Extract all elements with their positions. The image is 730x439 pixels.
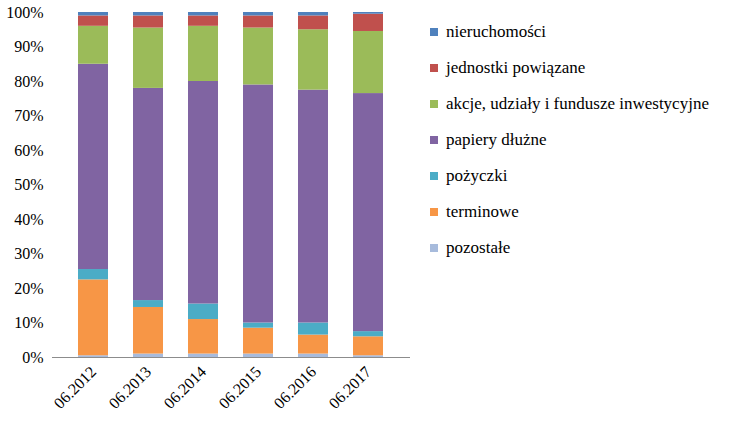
html-text:akcje, udziały i fundusze inwe: akcje, udziały i fundusze inwestycyjne (446, 94, 709, 113)
svg-text:70%: 70% (14, 107, 43, 124)
html-text:pozostałe: pozostałe (446, 238, 511, 257)
html-text:jednostki powiązane: jednostki powiązane (446, 58, 586, 77)
svg-text:06.2014: 06.2014 (160, 363, 209, 412)
svg-text:06.2013: 06.2013 (105, 363, 154, 412)
svg-text:100%: 100% (6, 4, 43, 21)
svg-text:30%: 30% (14, 245, 43, 262)
svg-text:0%: 0% (22, 349, 43, 366)
html-text:pożyczki: pożyczki (446, 166, 508, 185)
svg-text:06.2017: 06.2017 (325, 363, 374, 412)
svg-text:50%: 50% (14, 176, 43, 193)
svg-text:10%: 10% (14, 314, 43, 331)
svg-text:06.2016: 06.2016 (270, 363, 319, 412)
html-text:terminowe: terminowe (446, 202, 519, 221)
svg-text:40%: 40% (14, 211, 43, 228)
svg-text:06.2012: 06.2012 (50, 363, 99, 412)
html-text:nieruchomości: nieruchomości (446, 22, 547, 41)
html-text:papiery dłużne: papiery dłużne (446, 130, 547, 149)
svg-text:80%: 80% (14, 73, 43, 90)
svg-text:06.2015: 06.2015 (215, 363, 264, 412)
svg-text:90%: 90% (14, 38, 43, 55)
svg-text:20%: 20% (14, 280, 43, 297)
svg-text:60%: 60% (14, 142, 43, 159)
